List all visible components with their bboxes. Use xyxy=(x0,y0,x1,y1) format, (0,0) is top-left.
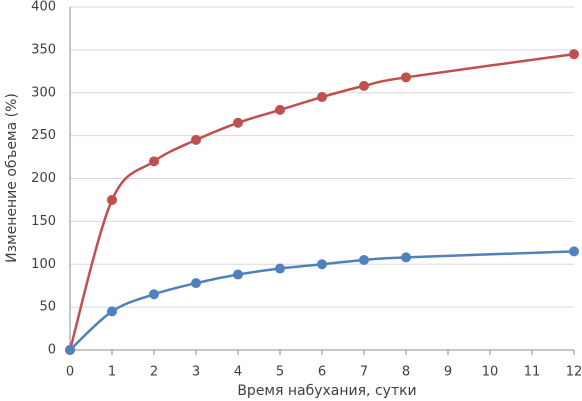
data-point xyxy=(569,246,579,257)
data-point xyxy=(233,117,243,128)
y-tick-label: 200 xyxy=(31,171,56,186)
x-tick-label: 3 xyxy=(192,365,200,380)
data-point xyxy=(107,194,117,205)
data-point xyxy=(275,263,285,274)
x-tick-label: 4 xyxy=(234,365,242,380)
x-tick-label: 0 xyxy=(66,365,74,380)
y-tick-label: 50 xyxy=(39,300,56,315)
x-tick-label: 10 xyxy=(482,365,499,380)
x-tick-label: 6 xyxy=(318,365,326,380)
data-point xyxy=(359,254,369,265)
data-point xyxy=(65,345,75,355)
data-point xyxy=(401,72,411,83)
y-tick-label: 300 xyxy=(31,85,56,100)
data-point xyxy=(401,252,411,263)
data-point xyxy=(317,259,327,270)
data-point xyxy=(191,134,201,145)
data-point xyxy=(149,156,159,167)
x-tick-label: 7 xyxy=(360,365,368,380)
x-tick-label: 5 xyxy=(276,365,284,380)
x-tick-label: 9 xyxy=(444,365,452,380)
x-tick-label: 11 xyxy=(524,365,541,380)
y-tick-label: 100 xyxy=(31,257,56,272)
x-tick-label: 2 xyxy=(150,365,158,380)
x-tick-label: 8 xyxy=(402,365,410,380)
data-point xyxy=(275,104,285,115)
data-point xyxy=(569,49,579,60)
y-axis-label: Изменение объема (%) xyxy=(4,93,20,263)
data-point xyxy=(149,289,159,300)
data-point xyxy=(233,269,243,280)
y-tick-label: 0 xyxy=(48,343,56,358)
y-tick-label: 150 xyxy=(31,214,56,229)
y-tick-label: 400 xyxy=(31,0,56,15)
data-point xyxy=(359,80,369,91)
y-tick-label: 350 xyxy=(31,42,56,57)
data-point xyxy=(317,92,327,103)
data-point xyxy=(107,306,117,317)
y-tick-label: 250 xyxy=(31,128,56,143)
x-tick-label: 12 xyxy=(566,365,582,380)
data-point xyxy=(191,278,201,289)
x-tick-label: 1 xyxy=(108,365,116,380)
x-axis-label: Время набухания, сутки xyxy=(237,383,416,399)
